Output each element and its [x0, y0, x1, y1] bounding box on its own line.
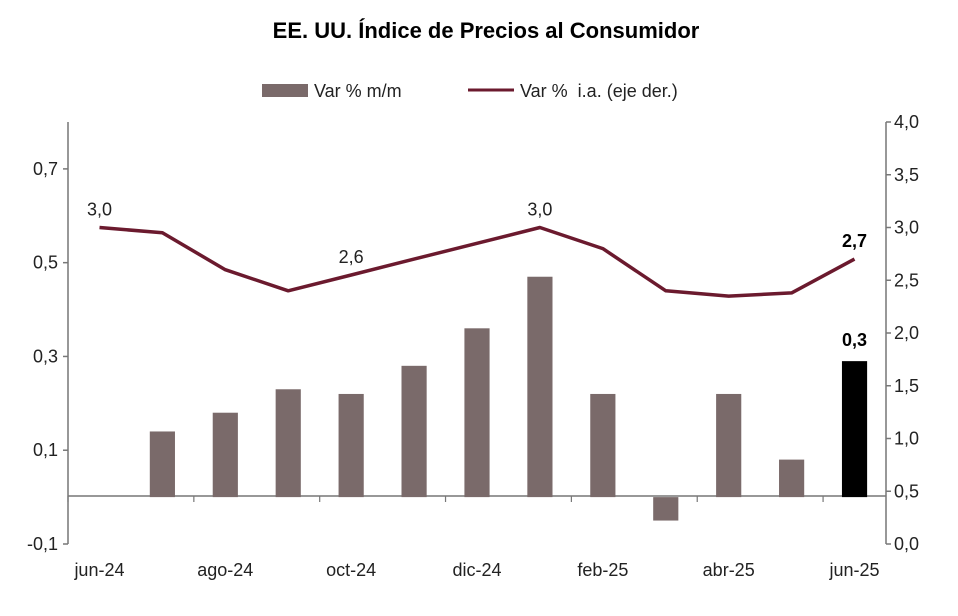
legend-bar-label: Var % m/m	[314, 81, 402, 101]
legend-line-label: Var % i.a. (eje der.)	[520, 81, 678, 101]
x-tick-label: oct-24	[326, 560, 376, 580]
data-label: 3,0	[87, 200, 112, 220]
bar	[716, 393, 742, 498]
bar	[464, 328, 490, 498]
right-tick-label: 4,0	[894, 112, 919, 132]
x-tick-label: feb-25	[577, 560, 628, 580]
x-tick-label: jun-24	[73, 560, 124, 580]
x-tick-label: ago-24	[197, 560, 253, 580]
right-tick-label: 2,5	[894, 270, 919, 290]
x-tick-label: jun-25	[829, 560, 880, 580]
bar	[212, 412, 238, 498]
bar	[590, 393, 616, 498]
chart-title: EE. UU. Índice de Precios al Consumidor	[273, 18, 700, 43]
line-series	[99, 225, 856, 298]
legend-bar-swatch	[262, 84, 308, 97]
right-tick-label: 0,5	[894, 481, 919, 501]
right-tick-label: 3,5	[894, 165, 919, 185]
bar-series	[149, 276, 868, 521]
line-path	[99, 225, 856, 298]
data-labels: 3,0 2,6 3,0 2,7 0,3	[87, 200, 867, 351]
x-tick-label: dic-24	[452, 560, 501, 580]
left-tick-label: 0,5	[33, 253, 58, 273]
bar	[527, 276, 553, 498]
data-label: 2,6	[339, 247, 364, 267]
bar	[653, 497, 679, 521]
data-label: 0,3	[842, 330, 867, 350]
right-tick-label: 2,0	[894, 323, 919, 343]
right-tick-label: 1,0	[894, 429, 919, 449]
bar	[275, 389, 301, 498]
data-label: 3,0	[527, 200, 552, 220]
left-tick-label: 0,1	[33, 440, 58, 460]
x-tick-label: abr-25	[703, 560, 755, 580]
right-tick-label: 0,0	[894, 534, 919, 554]
axes: -0,1 0,1 0,3 0,5 0,7 0,0 0,5 1,0 1,5 2,0 2,5 3,0 3,5…	[27, 112, 919, 580]
bar	[401, 365, 427, 498]
bar	[338, 393, 364, 498]
right-tick-label: 3,0	[894, 218, 919, 238]
data-label: 2,7	[842, 231, 867, 251]
left-tick-label: 0,7	[33, 159, 58, 179]
left-tick-label: -0,1	[27, 534, 58, 554]
bar	[841, 361, 868, 498]
right-tick-label: 1,5	[894, 376, 919, 396]
bar	[149, 431, 175, 498]
left-tick-label: 0,3	[33, 346, 58, 366]
bar	[779, 459, 805, 498]
legend: Var % m/m Var % i.a. (eje der.)	[262, 81, 678, 101]
